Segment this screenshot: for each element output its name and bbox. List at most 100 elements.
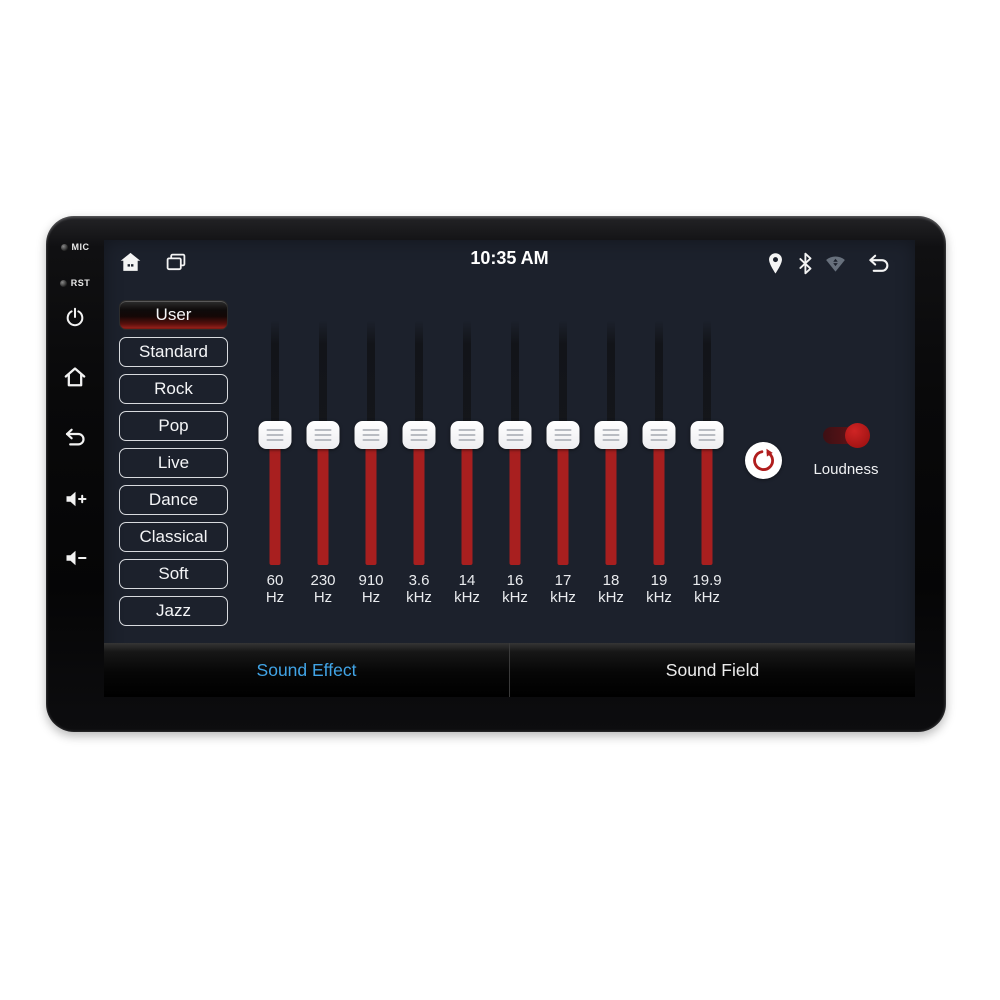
slider-thumb[interactable] <box>594 421 628 450</box>
preset-dance[interactable]: Dance <box>119 485 228 515</box>
volume-up-button[interactable] <box>63 487 87 511</box>
band-frequency-label: 16 kHz <box>502 572 528 606</box>
preset-label: Soft <box>158 564 189 583</box>
bluetooth-icon <box>799 252 812 275</box>
preset-label: Rock <box>154 379 193 398</box>
eq-slider-230hz[interactable]: 230 Hz <box>299 240 347 612</box>
slider-fill <box>269 445 281 565</box>
preset-label: Live <box>157 453 190 472</box>
slider-track <box>703 320 711 442</box>
band-frequency-label: 3.6 kHz <box>406 572 432 606</box>
slider-thumb[interactable] <box>306 421 340 450</box>
slider-thumb[interactable] <box>354 421 388 450</box>
preset-rock[interactable]: Rock <box>119 374 228 404</box>
slider-track <box>367 320 375 442</box>
slider-thumb[interactable] <box>546 421 580 450</box>
preset-label: User <box>155 305 192 324</box>
loudness-toggle[interactable] <box>823 423 870 448</box>
preset-label: Pop <box>158 416 189 435</box>
band-frequency-label: 19.9 kHz <box>692 572 722 606</box>
back-hard-button[interactable] <box>63 425 87 449</box>
preset-live[interactable]: Live <box>119 448 228 478</box>
preset-label: Standard <box>139 342 208 361</box>
slider-fill <box>605 445 617 565</box>
eq-slider-17khz[interactable]: 17 kHz <box>539 240 587 612</box>
preset-list: User Standard Rock Pop Live Dance Classical Sof… <box>119 300 228 633</box>
tab-sound-effect[interactable]: Sound Effect <box>256 659 357 680</box>
preset-label: Jazz <box>156 601 191 620</box>
band-frequency-label: 19 kHz <box>646 572 672 606</box>
band-frequency-label: 230 Hz <box>310 572 336 606</box>
slider-fill <box>509 445 521 565</box>
slider-track <box>463 320 471 442</box>
clock: 10:35 AM <box>470 248 549 268</box>
bottom-tab-bar: Sound Effect Sound Field <box>104 643 915 697</box>
home-nav-icon[interactable] <box>118 250 143 275</box>
statusbar-left <box>118 250 188 275</box>
statusbar-right <box>763 251 891 276</box>
slider-fill <box>461 445 473 565</box>
slider-track <box>559 320 567 442</box>
slider-thumb[interactable] <box>498 421 532 450</box>
volume-up-icon <box>66 491 87 507</box>
preset-soft[interactable]: Soft <box>119 559 228 589</box>
slider-thumb[interactable] <box>450 421 484 450</box>
eq-slider-18khz[interactable]: 18 kHz <box>587 240 635 612</box>
mic-hole-icon <box>60 243 68 251</box>
tab-sound-field[interactable]: Sound Field <box>509 643 915 697</box>
slider-fill <box>317 445 329 565</box>
band-frequency-label: 18 kHz <box>598 572 624 606</box>
eq-reset-button[interactable] <box>745 442 782 479</box>
slider-thumb[interactable] <box>690 421 724 450</box>
volume-down-icon <box>66 550 87 566</box>
preset-user[interactable]: User <box>119 300 228 330</box>
eq-slider-60hz[interactable]: 60 Hz <box>251 240 299 612</box>
eq-slider-16khz[interactable]: 16 kHz <box>491 240 539 612</box>
toggle-knob-icon <box>845 423 870 448</box>
preset-classical[interactable]: Classical <box>119 522 228 552</box>
slider-fill <box>701 445 713 565</box>
eq-slider-3_6khz[interactable]: 3.6 kHz <box>395 240 443 612</box>
slider-fill <box>653 445 665 565</box>
band-frequency-label: 17 kHz <box>550 572 576 606</box>
eq-slider-910hz[interactable]: 910 Hz <box>347 240 395 612</box>
equalizer-bands: 60 Hz 230 Hz 910 Hz 3.6 kHz 14 kHz 16 kHz 17 kHz 18 kHz… <box>104 240 915 697</box>
mic-label: MIC <box>71 242 90 252</box>
home-icon <box>64 367 86 387</box>
slider-track <box>607 320 615 442</box>
device-side-panel: MIC RST <box>46 216 104 732</box>
slider-thumb[interactable] <box>258 421 292 450</box>
touch-screen: 10:35 AM User Standard R <box>104 240 915 697</box>
band-frequency-label: 60 Hz <box>265 572 285 606</box>
slider-thumb[interactable] <box>642 421 676 450</box>
preset-label: Classical <box>139 527 208 546</box>
slider-fill <box>557 445 569 565</box>
home-hard-button[interactable] <box>62 364 88 390</box>
reset-indicator: RST <box>46 278 104 288</box>
slider-thumb[interactable] <box>402 421 436 450</box>
power-button[interactable] <box>64 306 86 328</box>
slider-track <box>655 320 663 442</box>
volume-down-button[interactable] <box>63 546 87 570</box>
preset-standard[interactable]: Standard <box>119 337 228 367</box>
eq-slider-19_9khz[interactable]: 19.9 kHz <box>683 240 731 612</box>
slider-track <box>319 320 327 442</box>
location-icon <box>769 253 782 274</box>
preset-pop[interactable]: Pop <box>119 411 228 441</box>
slider-fill <box>413 445 425 565</box>
recent-apps-icon[interactable] <box>164 251 188 275</box>
slider-fill <box>365 445 377 565</box>
preset-label: Dance <box>148 490 199 509</box>
band-frequency-label: 14 kHz <box>454 572 480 606</box>
mic-indicator: MIC <box>46 242 104 252</box>
eq-slider-19khz[interactable]: 19 kHz <box>635 240 683 612</box>
rst-label: RST <box>70 278 91 288</box>
reset-icon <box>753 448 774 471</box>
head-unit-device: MIC RST <box>46 216 946 732</box>
band-frequency-label: 910 Hz <box>358 572 384 606</box>
eq-slider-14khz[interactable]: 14 kHz <box>443 240 491 612</box>
back-nav-icon[interactable] <box>866 251 891 276</box>
preset-jazz[interactable]: Jazz <box>119 596 228 626</box>
wifi-icon <box>826 256 845 272</box>
